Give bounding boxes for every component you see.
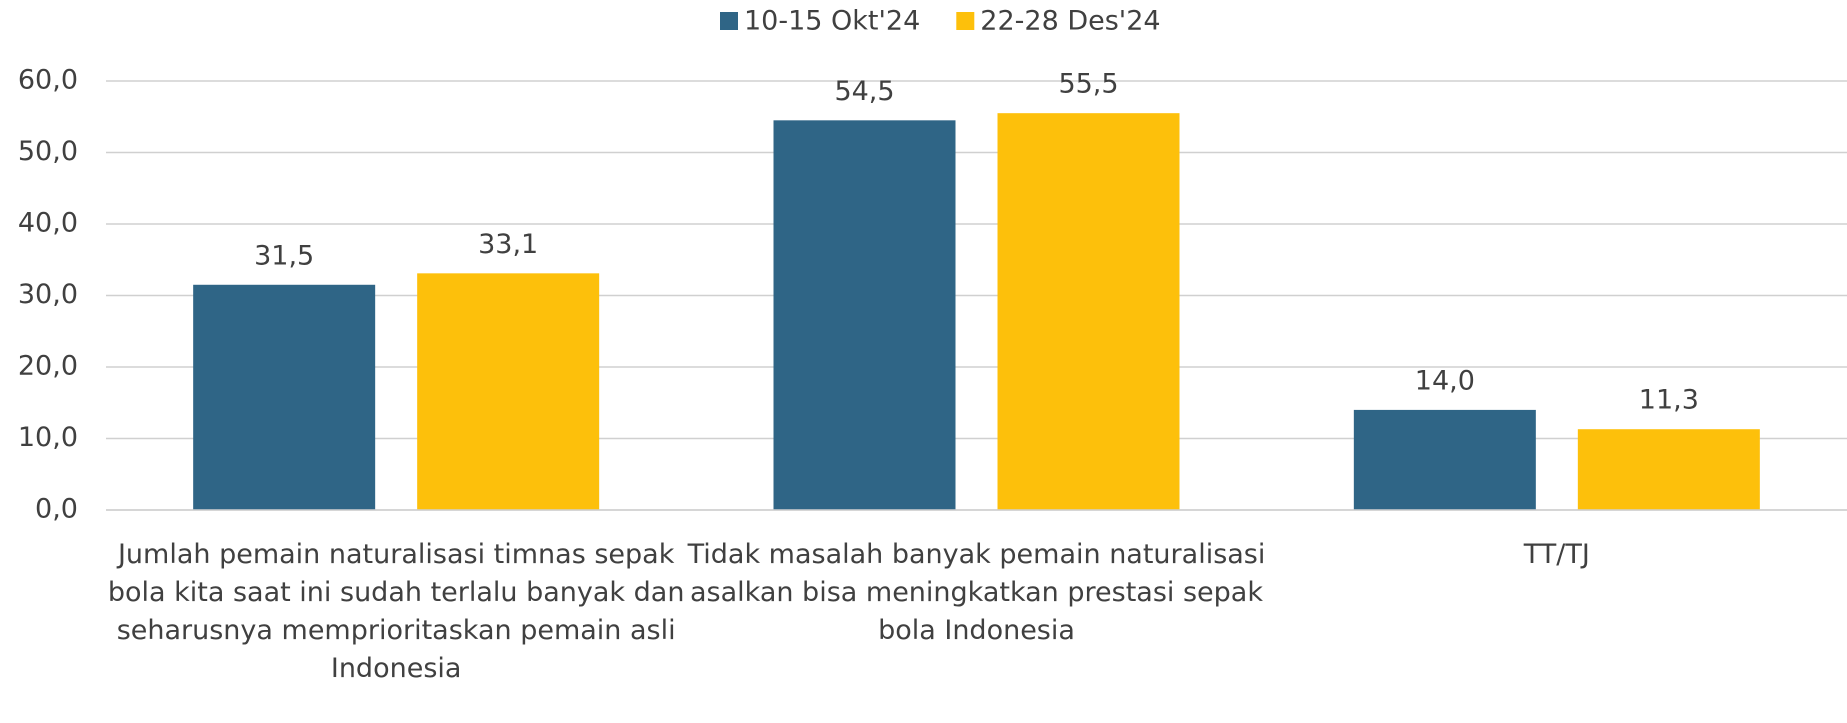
bar [773, 120, 956, 510]
x-tick-label: Tidak masalah banyak pemain naturalisasi… [687, 539, 1266, 646]
bar [193, 284, 376, 510]
bar [417, 273, 600, 510]
y-tick-label: 50,0 [18, 136, 78, 167]
data-label: 54,5 [834, 76, 894, 107]
bar [1577, 429, 1760, 510]
y-tick-label: 10,0 [18, 422, 78, 453]
data-label: 11,3 [1639, 385, 1699, 416]
bar [1353, 409, 1536, 510]
legend-label: 22-28 Des'24 [980, 6, 1160, 37]
legend-label: 10-15 Okt'24 [744, 6, 920, 37]
y-tick-label: 0,0 [35, 494, 78, 525]
legend-swatch [956, 12, 975, 30]
data-label: 33,1 [478, 229, 538, 260]
data-label: 31,5 [254, 240, 314, 271]
y-tick-label: 60,0 [18, 65, 78, 96]
x-tick-label: TT/TJ [1523, 539, 1590, 570]
bar [997, 113, 1180, 511]
data-label: 55,5 [1058, 69, 1118, 100]
y-tick-label: 30,0 [18, 279, 78, 310]
data-label: 14,0 [1415, 365, 1475, 396]
x-tick-label: Jumlah pemain naturalisasi timnas sepak … [107, 539, 685, 684]
y-tick-label: 20,0 [18, 351, 78, 382]
legend-swatch [720, 12, 738, 30]
y-tick-label: 40,0 [18, 208, 78, 239]
